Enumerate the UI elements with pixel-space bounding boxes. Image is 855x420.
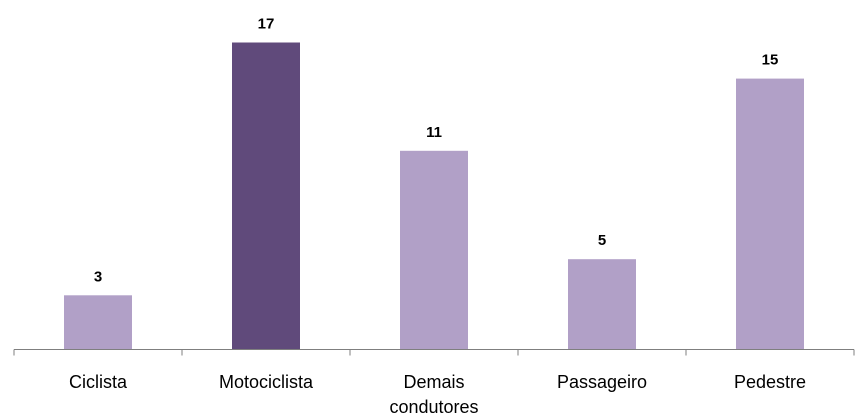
bar-pedestre — [736, 78, 804, 350]
category-labels-group: Ciclista Motociclista Demais condutores Pass… — [69, 372, 806, 417]
value-label-motociclista: 17 — [258, 16, 275, 33]
bar-motociclista — [232, 42, 300, 350]
bar-demais-condutores — [400, 150, 468, 350]
category-label-motociclista: Motociclista — [219, 372, 314, 392]
bars-group — [64, 42, 804, 350]
category-label-demais-condutores-line-2: condutores — [389, 397, 478, 417]
value-labels-group: 3 17 11 5 15 — [94, 16, 779, 286]
category-label-demais-condutores-line-1: Demais — [403, 372, 464, 392]
value-label-ciclista: 3 — [94, 268, 102, 285]
x-axis-ticks-group — [13, 349, 855, 356]
category-label-pedestre: Pedestre — [734, 372, 806, 392]
value-label-demais-condutores: 11 — [426, 124, 442, 141]
bar-passageiro — [568, 259, 636, 350]
category-label-passageiro: Passageiro — [557, 372, 647, 392]
value-label-pedestre: 15 — [762, 52, 779, 69]
bar-ciclista — [64, 295, 132, 350]
category-label-ciclista: Ciclista — [69, 372, 128, 392]
value-label-passageiro: 5 — [598, 232, 606, 249]
